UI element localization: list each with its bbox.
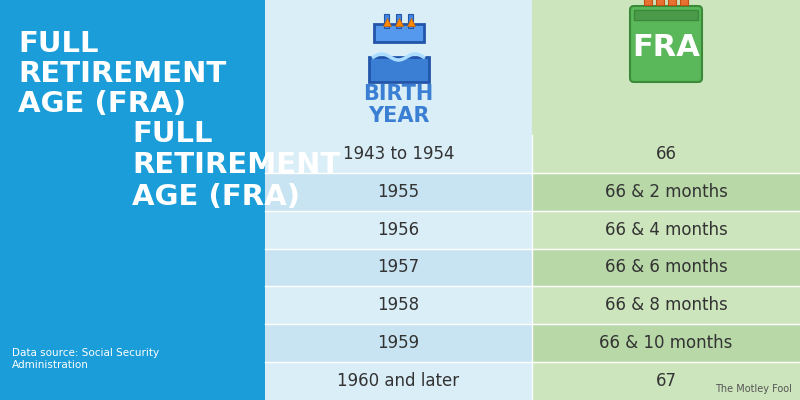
Bar [374,24,423,42]
Text: 1943 to 1954: 1943 to 1954 [342,145,454,163]
Bar [532,0,800,135]
Bar [532,324,800,362]
Bar [644,0,652,5]
Text: FRA: FRA [632,34,700,62]
Bar [408,14,413,28]
Bar [680,0,688,5]
Bar [532,135,800,173]
Bar [265,286,532,324]
Bar [384,14,389,28]
Bar [634,10,698,20]
Bar [265,135,532,173]
Bar [668,0,676,5]
Text: 1955: 1955 [378,183,419,201]
Bar [265,248,532,286]
Bar [265,0,532,135]
Text: BIRTH
YEAR: BIRTH YEAR [363,84,434,126]
Bar [396,14,401,28]
FancyBboxPatch shape [630,6,702,82]
Text: 66 & 10 months: 66 & 10 months [599,334,733,352]
Text: 66 & 2 months: 66 & 2 months [605,183,727,201]
Bar [265,211,532,248]
Bar [532,362,800,400]
Bar [369,57,429,82]
Text: 1956: 1956 [378,221,419,239]
Bar [656,0,664,5]
Bar [265,362,532,400]
Text: 66 & 6 months: 66 & 6 months [605,258,727,276]
Text: 1960 and later: 1960 and later [338,372,459,390]
Text: 66 & 4 months: 66 & 4 months [605,221,727,239]
Bar [532,211,800,248]
Text: 1959: 1959 [378,334,419,352]
Bar [265,324,532,362]
Text: FULL
RETIREMENT
AGE (FRA): FULL RETIREMENT AGE (FRA) [18,30,226,118]
Bar [0,0,265,400]
Text: FULL
RETIREMENT
AGE (FRA): FULL RETIREMENT AGE (FRA) [133,120,341,210]
Text: The Motley Fool: The Motley Fool [715,384,792,394]
Bar [532,248,800,286]
Bar [532,286,800,324]
Text: 1958: 1958 [378,296,419,314]
Bar [265,173,532,211]
Bar [532,173,800,211]
Text: 66: 66 [655,145,677,163]
Text: 66 & 8 months: 66 & 8 months [605,296,727,314]
Text: 67: 67 [655,372,677,390]
Text: Data source: Social Security
Administration: Data source: Social Security Administrat… [12,348,159,370]
Text: 1957: 1957 [378,258,419,276]
